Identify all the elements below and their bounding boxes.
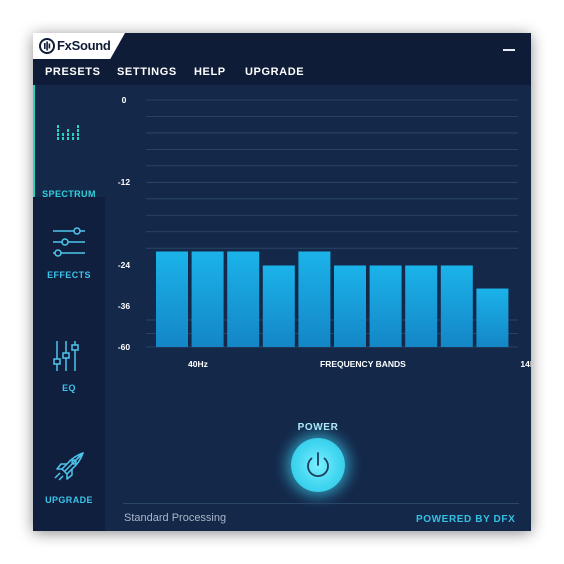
sidebar-item-label: UPGRADE — [45, 495, 93, 505]
chart-bars — [156, 251, 509, 347]
spectrum-bar — [369, 265, 402, 347]
powered-by-label: POWERED BY DFX — [416, 514, 516, 525]
spectrum-bar — [405, 265, 438, 347]
y-tick-label: -36 — [118, 301, 131, 311]
spectrum-chart: 0 -12 -24 -36 -60 40Hz FREQUENCY BANDS 1… — [118, 95, 531, 369]
spectrum-bar — [156, 251, 188, 347]
sidebar-item-upgrade[interactable]: UPGRADE — [33, 421, 105, 531]
spectrum-bar — [227, 251, 260, 347]
spectrum-bar — [440, 265, 473, 347]
sidebar-item-label: EQ — [62, 383, 76, 393]
power-button[interactable] — [291, 438, 345, 492]
menu-upgrade[interactable]: UPGRADE — [245, 66, 305, 78]
status-divider — [123, 503, 519, 504]
logo-mark-icon — [39, 38, 55, 54]
menu-help[interactable]: HELP — [194, 66, 226, 78]
sidebar: SPECTRUM EFFECTS EQ — [33, 85, 105, 531]
title-bar: FxSound — [33, 33, 531, 59]
sidebar-item-label: SPECTRUM — [42, 189, 96, 199]
sidebar-item-effects[interactable]: EFFECTS — [33, 197, 105, 309]
spectrum-bar — [191, 251, 224, 347]
rocket-icon — [54, 452, 84, 481]
spectrum-bar — [476, 288, 509, 347]
y-tick-label: -24 — [118, 260, 131, 270]
menu-bar: PRESETS SETTINGS HELP UPGRADE — [33, 59, 531, 85]
sidebar-item-label: EFFECTS — [47, 270, 91, 280]
spectrum-bar — [334, 265, 366, 347]
power-label: POWER — [297, 422, 339, 433]
status-text: Standard Processing — [124, 512, 227, 524]
menu-presets[interactable]: PRESETS — [45, 66, 101, 78]
sidebar-item-spectrum[interactable]: SPECTRUM — [33, 85, 105, 199]
x-start-label: 40Hz — [188, 359, 208, 369]
y-tick-label: -12 — [118, 177, 131, 187]
menu-settings[interactable]: SETTINGS — [117, 66, 177, 78]
fxsound-window: FxSound PRESETS SETTINGS HELP UPGRADE SP… — [33, 33, 531, 531]
app-name: FxSound — [57, 38, 111, 53]
power-icon — [307, 452, 329, 477]
y-tick-label: 0 — [122, 95, 127, 105]
y-tick-label: -60 — [118, 342, 131, 352]
sliders-icon — [53, 227, 85, 257]
fxsound-logo: FxSound — [33, 33, 125, 59]
spectrum-bar — [262, 265, 295, 347]
spectrum-bar — [298, 251, 331, 347]
sidebar-item-eq[interactable]: EQ — [33, 309, 105, 421]
spectrum-icon — [57, 125, 79, 140]
x-axis-title: FREQUENCY BANDS — [320, 359, 406, 369]
eq-icon — [53, 341, 79, 371]
minimize-button[interactable] — [501, 37, 519, 55]
x-end-label: 14kHz — [520, 359, 531, 369]
